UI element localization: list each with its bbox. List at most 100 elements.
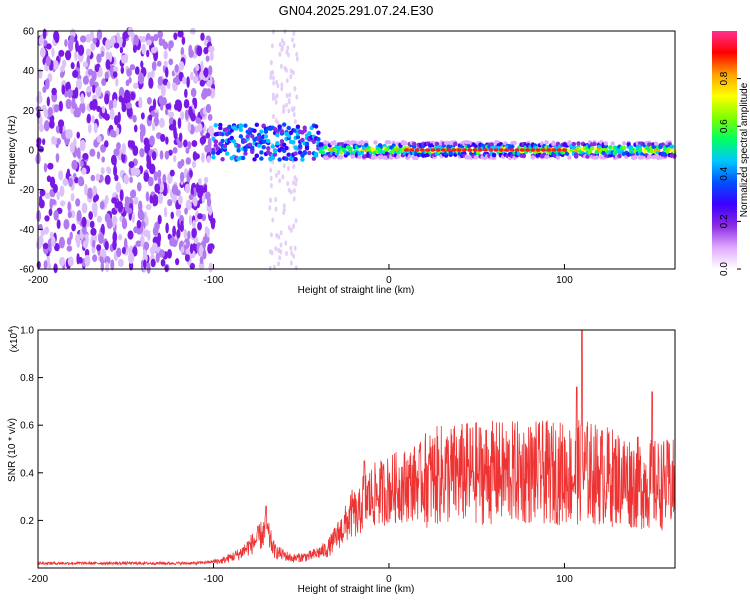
spectrogram-noise-cell [51,236,56,248]
spectrogram-peak-cell [435,148,441,152]
spectrogram-noise-cell [270,232,273,238]
spectrogram-noise-cell [84,183,88,196]
spectrogram-noise-cell [180,158,185,167]
spectrogram-band-cell [250,149,255,155]
spectrogram-noise-cell [51,47,55,58]
spectrogram-x-tick-label: -100 [203,275,223,286]
spectrogram-band-cell [266,138,271,144]
spectrogram-band-cell [282,142,287,147]
spectrogram-y-tick-label: -40 [20,225,35,236]
spectrogram-noise-cell [188,214,193,226]
spectrogram-noise-cell [143,172,150,183]
spectrogram-y-tick-label: -60 [20,265,35,276]
spectrogram-noise-cell [44,215,50,222]
spectrogram-noise-cell [48,119,55,129]
spectrogram-noise-cell [90,42,96,52]
spectrogram-noise-cell [93,122,98,134]
spectrogram-noise-cell [178,61,185,71]
spectrogram-band-cell [304,141,310,147]
spectrogram-band-cell [272,152,278,157]
spectrogram-band-cell [530,155,536,160]
spectrogram-band-cell [396,154,401,159]
spectrogram-noise-cell [96,29,103,41]
spectrogram-peak-cell [482,148,488,152]
snr-scale-multiplier: (x104) [8,326,20,353]
spectrogram-noise-cell [164,108,169,116]
spectrogram-noise-cell [143,229,149,238]
spectrogram-noise-cell [64,50,72,61]
spectrogram-noise-cell [175,99,182,107]
spectrogram-noise-cell [94,64,100,73]
spectrogram-noise-cell [110,64,114,77]
colorbar-tick-label: 0.8 [719,71,730,85]
spectrogram-band-cell [275,141,280,146]
spectrogram-noise-cell [135,240,142,247]
spectrogram-noise-cell [289,189,293,195]
spectrogram-noise-cell [38,146,45,153]
spectrogram-noise-cell [105,50,110,62]
spectrogram-noise-cell [114,201,120,209]
spectrogram-noise-cell [100,261,105,272]
spectrogram-noise-cell [67,88,73,99]
spectrogram-noise-cell [187,141,192,150]
spectrogram-noise-cell [115,77,119,87]
spectrogram-noise-cell [173,131,178,140]
spectrogram-noise-cell [104,93,110,105]
spectrogram-noise-cell [152,199,157,207]
snr-panel: -200 -100 0 100 0.2 0.4 0.6 0.8 1.0 Height of st… [7,326,676,595]
spectrogram-noise-cell [96,151,101,160]
snr-scale-prefix: (x10 [9,332,20,352]
spectrogram-noise-cell [39,195,43,205]
spectrogram-noise-cell [141,35,147,43]
spectrogram-noise-cell [160,133,166,143]
spectrogram-noise-cell [279,249,283,255]
spectrogram-noise-cell [293,175,297,181]
spectrogram-noise-cell [280,38,284,44]
spectrogram-noise-cell [113,148,120,157]
spectrogram-noise-cell [131,211,135,224]
spectrogram-noise-cell [171,184,179,195]
spectrogram-noise-cell [177,30,184,38]
spectrogram-noise-cell [57,119,65,128]
spectrogram-noise-cell [154,183,161,194]
spectrogram-band-cell [637,147,643,152]
spectrogram-noise-cell [154,221,160,231]
spectrogram-noise-cell [82,152,89,160]
spectrogram-noise-cell [146,262,151,274]
spectrogram-noise-cell [132,114,137,123]
spectrogram-noise-cell [203,184,208,195]
spectrogram-noise-cell [74,50,78,61]
spectrogram-noise-cell [36,152,41,164]
spectrogram-band-cell [373,140,378,145]
spectrogram-noise-cell [92,185,98,196]
spectrogram-noise-cell [166,249,172,259]
spectrogram-noise-cell [281,174,285,180]
spectrogram-noise-cell [116,247,122,258]
spectrogram-noise-cell [163,207,168,218]
spectrogram-noise-cell [81,202,88,214]
spectrogram-noise-cell [268,265,272,271]
spectrogram-band-cell [302,151,307,156]
spectrogram-band-cell [300,137,305,143]
spectrogram-noise-cell [126,68,132,77]
spectrogram-noise-cell [93,195,97,204]
spectrogram-noise-cell [171,192,178,204]
spectrogram-noise-cell [73,109,80,118]
spectrogram-noise-cell [146,49,150,58]
spectrogram-noise-cell [120,54,127,64]
spectrogram-noise-cell [134,66,140,75]
spectrogram-band-cell [266,146,271,151]
spectrogram-band-cell [284,156,289,162]
spectrogram-noise-cell [200,60,204,73]
snr-x-axis-label: Height of straight line (km) [298,584,415,595]
spectrogram-noise-cell [293,245,297,251]
spectrogram-band-cell [592,141,597,147]
spectrogram-noise-cell [192,219,196,229]
spectrogram-noise-cell [127,230,134,240]
spectrogram-noise-cell [205,132,211,139]
spectrogram-noise-cell [145,216,149,227]
spectrogram-noise-cell [92,99,98,110]
spectrogram-noise-cell [165,222,169,234]
spectrogram-noise-cell [105,59,111,70]
